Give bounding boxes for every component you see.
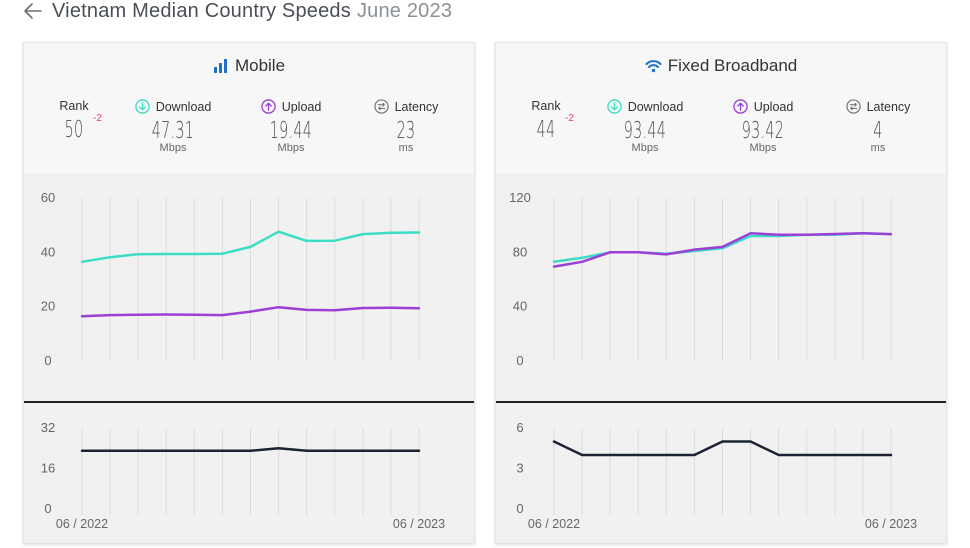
chart-divider [24, 401, 474, 403]
rank-label: Rank [531, 99, 561, 113]
latency-label: Latency [866, 99, 911, 114]
y-tick-label: 120 [509, 190, 531, 205]
signal-bars-icon [213, 59, 227, 73]
y-tick-label: 20 [41, 299, 55, 314]
x-tick-label: 06 / 2023 [865, 517, 917, 531]
rank-change: -2 [93, 113, 102, 124]
x-tick-label: 06 / 2022 [56, 517, 108, 531]
upload-icon [260, 99, 276, 114]
page-title: Vietnam Median Country Speeds June 2023 [52, 0, 452, 23]
series-line-upload [80, 305, 421, 318]
series-line-latency [552, 440, 893, 457]
series-line-download [80, 230, 421, 264]
latency-unit: ms [398, 142, 414, 154]
latency-value: 4 [873, 118, 883, 144]
mobile-summary: Mobile Rank 50 -2 Download 47.31 Mbps [24, 43, 474, 173]
mobile-chart-area: 0 20 40 60 0 16 32 06 / 2022 06 / 2023 [24, 173, 474, 543]
download-label: Download [627, 99, 684, 114]
download-unit: Mbps [159, 142, 187, 154]
fixed-upload: Upload 93.42 Mbps [724, 99, 802, 154]
download-value: 47.31 [151, 118, 195, 144]
upload-value: 19.44 [269, 118, 313, 144]
upload-unit: Mbps [749, 142, 777, 154]
y-tick-label: 16 [41, 461, 55, 476]
fixed-title-label: Fixed Broadband [667, 56, 798, 75]
mobile-panel: Mobile Rank 50 -2 Download 47.31 Mbps [23, 42, 475, 544]
fixed-chart-area: 0 40 80 120 0 3 6 06 / 2022 06 / 2023 [496, 173, 946, 543]
page-header: Vietnam Median Country Speeds June 2023 [22, 0, 452, 26]
download-label: Download [155, 99, 212, 114]
arrow-left-icon[interactable] [22, 0, 44, 22]
upload-label: Upload [281, 99, 322, 114]
mobile-upload: Upload 19.44 Mbps [252, 99, 330, 154]
fixed-download: Download 93.44 Mbps [596, 99, 694, 154]
latency-icon [845, 99, 861, 114]
x-tick-label: 06 / 2022 [528, 517, 580, 531]
download-unit: Mbps [631, 142, 659, 154]
upload-label: Upload [753, 99, 794, 114]
x-tick-label: 06 / 2023 [393, 517, 445, 531]
mobile-download: Download 47.31 Mbps [124, 99, 222, 154]
download-icon [134, 99, 150, 114]
fixed-latency: Latency 4 ms [840, 99, 916, 154]
upload-icon [732, 99, 748, 114]
page-title-text: Vietnam Median Country Speeds [52, 0, 351, 22]
y-tick-label: 32 [41, 420, 55, 435]
y-tick-label: 0 [44, 501, 51, 516]
y-tick-label: 6 [516, 420, 523, 435]
download-value: 93.44 [623, 118, 667, 144]
upload-value: 93.42 [741, 118, 785, 144]
y-tick-label: 60 [41, 190, 55, 205]
page-title-month: June 2023 [356, 0, 453, 22]
download-icon [606, 99, 622, 114]
fixed-rank: Rank 44 [518, 99, 574, 143]
rank-value: 44 [536, 117, 556, 143]
mobile-rank: Rank 50 [46, 99, 102, 143]
mobile-latency: Latency 23 ms [368, 99, 444, 154]
y-tick-label: 0 [516, 353, 523, 368]
y-tick-label: 3 [516, 461, 523, 476]
series-line-upload [552, 232, 893, 268]
rank-label: Rank [59, 99, 89, 113]
y-tick-label: 0 [44, 353, 51, 368]
latency-unit: ms [870, 142, 886, 154]
y-tick-label: 0 [516, 501, 523, 516]
y-tick-label: 80 [513, 244, 527, 259]
mobile-chart: 0 20 40 60 0 16 32 06 / 2022 06 / 2023 [41, 190, 445, 531]
mobile-title: Mobile [24, 56, 474, 76]
latency-icon [373, 99, 389, 114]
y-tick-label: 40 [513, 299, 527, 314]
y-tick-label: 40 [41, 244, 55, 259]
rank-value: 50 [64, 117, 84, 143]
fixed-summary: Fixed Broadband Rank 44 -2 Download 93.4… [496, 43, 946, 173]
fixed-broadband-panel: Fixed Broadband Rank 44 -2 Download 93.4… [495, 42, 947, 544]
upload-unit: Mbps [277, 142, 305, 154]
wifi-icon [645, 60, 662, 73]
rank-change: -2 [565, 113, 574, 124]
fixed-chart: 0 40 80 120 0 3 6 06 / 2022 06 / 2023 [509, 190, 917, 531]
series-line-latency [80, 447, 421, 453]
mobile-title-label: Mobile [234, 56, 286, 75]
fixed-title: Fixed Broadband [496, 56, 946, 76]
latency-value: 23 [396, 118, 416, 144]
chart-divider [496, 401, 946, 403]
latency-label: Latency [394, 99, 439, 114]
